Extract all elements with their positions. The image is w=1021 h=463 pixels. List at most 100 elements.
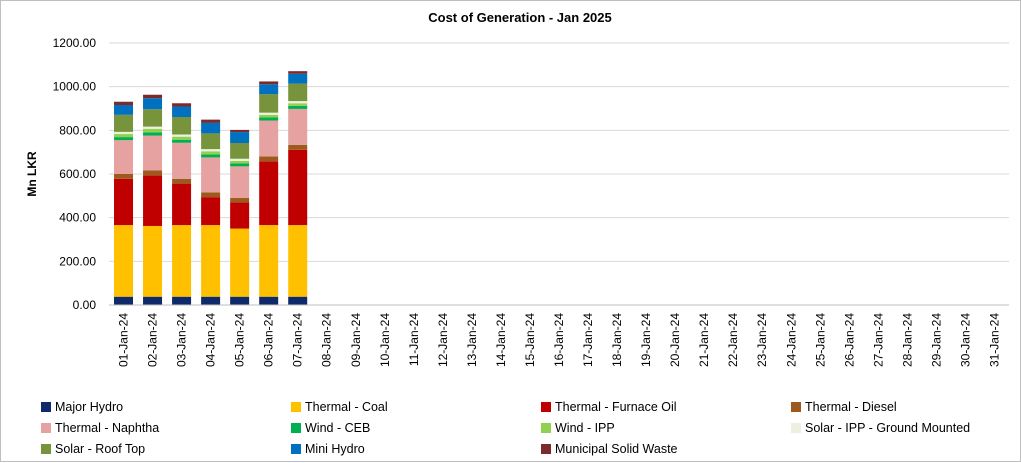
- x-tick-label: 29-Jan-24: [929, 313, 943, 367]
- bar-segment-solar-ipp-ground-mounted: [114, 131, 134, 135]
- bar-segment-major-hydro: [114, 296, 134, 305]
- bar-segment-thermal-naphtha: [201, 157, 221, 193]
- x-tick-label: 25-Jan-24: [813, 313, 827, 367]
- legend-item: Major Hydro: [41, 400, 123, 414]
- y-tick-label: 600.00: [59, 167, 96, 181]
- bar-segment-solar-ipp-ground-mounted: [172, 134, 192, 137]
- x-tick-label: 19-Jan-24: [639, 313, 653, 367]
- bar-segment-major-hydro: [172, 296, 192, 305]
- bar-segment-thermal-furnace-oil: [114, 178, 134, 226]
- bar-segment-thermal-furnace-oil: [172, 183, 192, 226]
- x-tick-label: 05-Jan-24: [233, 313, 247, 367]
- legend-item: Thermal - Naphtha: [41, 421, 159, 435]
- y-tick-label: 800.00: [59, 123, 96, 137]
- bar-segment-municipal-solid-waste: [172, 103, 192, 107]
- legend-label: Wind - IPP: [555, 421, 615, 435]
- legend-swatch: [41, 402, 51, 412]
- bar-segment-thermal-naphtha: [259, 120, 279, 157]
- bar-segment-thermal-furnace-oil: [259, 161, 279, 226]
- x-tick-label: 12-Jan-24: [436, 313, 450, 367]
- bar-segment-thermal-furnace-oil: [230, 202, 250, 229]
- bar-segment-municipal-solid-waste: [143, 94, 163, 99]
- bar-segment-thermal-furnace-oil: [201, 197, 221, 226]
- bar-segment-thermal-furnace-oil: [143, 175, 163, 226]
- x-tick-label: 10-Jan-24: [378, 313, 392, 367]
- bar-segment-wind-ceb: [201, 154, 221, 158]
- legend-label: Wind - CEB: [305, 421, 370, 435]
- legend-swatch: [541, 402, 551, 412]
- legend-label: Mini Hydro: [305, 442, 365, 456]
- legend-item: Solar - Roof Top: [41, 442, 145, 456]
- bar-segment-wind-ipp: [288, 103, 308, 106]
- legend-item: Municipal Solid Waste: [541, 442, 678, 456]
- x-tick-label: 02-Jan-24: [146, 313, 160, 367]
- bar-segment-solar-ipp-ground-mounted: [201, 149, 221, 152]
- bar-segment-wind-ceb: [288, 105, 308, 109]
- x-tick-label: 28-Jan-24: [900, 313, 914, 367]
- bar-segment-major-hydro: [259, 296, 279, 305]
- bar-segment-solar-roof-top: [288, 83, 308, 102]
- bar-segment-mini-hydro: [172, 106, 192, 118]
- x-tick-label: 08-Jan-24: [320, 313, 334, 367]
- legend-swatch: [41, 444, 51, 454]
- legend: Major Hydro Thermal - Coal Thermal - Furna…: [41, 400, 970, 456]
- bar-segment-thermal-coal: [114, 225, 134, 297]
- bar-segment-wind-ipp: [259, 114, 279, 118]
- legend-swatch: [791, 423, 801, 433]
- x-tick-label: 21-Jan-24: [697, 313, 711, 367]
- bar-segment-thermal-diesel: [259, 156, 279, 162]
- legend-item: Wind - CEB: [291, 421, 370, 435]
- legend-swatch: [41, 423, 51, 433]
- x-tick-label: 16-Jan-24: [552, 313, 566, 367]
- bar-segment-mini-hydro: [259, 84, 279, 95]
- x-tick-label: 03-Jan-24: [175, 313, 189, 367]
- x-tick-label: 17-Jan-24: [581, 313, 595, 367]
- bars: [114, 71, 308, 305]
- legend-label: Major Hydro: [55, 400, 123, 414]
- x-tick-labels: 01-Jan-24 02-Jan-24 03-Jan-24 04-Jan-24 05-J…: [117, 313, 1002, 367]
- bar-segment-municipal-solid-waste: [230, 129, 250, 133]
- bar-segment-major-hydro: [143, 296, 163, 305]
- bar-segment-solar-ipp-ground-mounted: [230, 158, 250, 161]
- bar-segment-solar-roof-top: [114, 114, 134, 132]
- bar-segment-wind-ipp: [143, 128, 163, 133]
- bar-segment-solar-roof-top: [259, 94, 279, 113]
- x-tick-label: 11-Jan-24: [407, 313, 421, 366]
- legend-swatch: [791, 402, 801, 412]
- bar-segment-thermal-diesel: [143, 170, 163, 176]
- gridlines: [109, 42, 1009, 262]
- bar-segment-wind-ipp: [114, 134, 134, 138]
- bar-segment-solar-ipp-ground-mounted: [288, 101, 308, 104]
- legend-item: Thermal - Diesel: [791, 400, 897, 414]
- bar-segment-major-hydro: [201, 296, 221, 305]
- legend-item: Solar - IPP - Ground Mounted: [791, 421, 970, 435]
- bar-segment-wind-ceb: [114, 137, 134, 141]
- bar-segment-solar-roof-top: [201, 133, 221, 150]
- legend-label: Solar - Roof Top: [55, 442, 145, 456]
- bar-segment-mini-hydro: [201, 122, 221, 134]
- y-tick-label: 1000.00: [53, 80, 97, 94]
- x-tick-label: 13-Jan-24: [465, 313, 479, 367]
- bar-segment-thermal-diesel: [288, 144, 308, 150]
- x-tick-label: 09-Jan-24: [349, 313, 363, 367]
- y-tick-label: 0.00: [73, 298, 97, 312]
- x-tick-label: 20-Jan-24: [668, 313, 682, 367]
- bar-segment-mini-hydro: [114, 105, 134, 115]
- bar-segment-thermal-diesel: [201, 192, 221, 198]
- bar-segment-municipal-solid-waste: [288, 71, 308, 74]
- bar-segment-municipal-solid-waste: [201, 119, 221, 123]
- bar-segment-mini-hydro: [230, 132, 250, 143]
- legend-item: Thermal - Coal: [291, 400, 388, 414]
- bar-segment-thermal-naphtha: [230, 166, 250, 199]
- bar-segment-mini-hydro: [288, 73, 308, 84]
- bar-segment-thermal-coal: [143, 225, 163, 297]
- bar-segment-wind-ipp: [172, 136, 192, 140]
- legend-label: Thermal - Coal: [305, 400, 388, 414]
- y-tick-label: 400.00: [59, 211, 96, 225]
- legend-swatch: [291, 402, 301, 412]
- x-tick-label: 14-Jan-24: [494, 313, 508, 367]
- legend-swatch: [291, 444, 301, 454]
- x-tick-label: 01-Jan-24: [117, 313, 131, 367]
- legend-swatch: [541, 444, 551, 454]
- bar-segment-thermal-diesel: [172, 178, 192, 184]
